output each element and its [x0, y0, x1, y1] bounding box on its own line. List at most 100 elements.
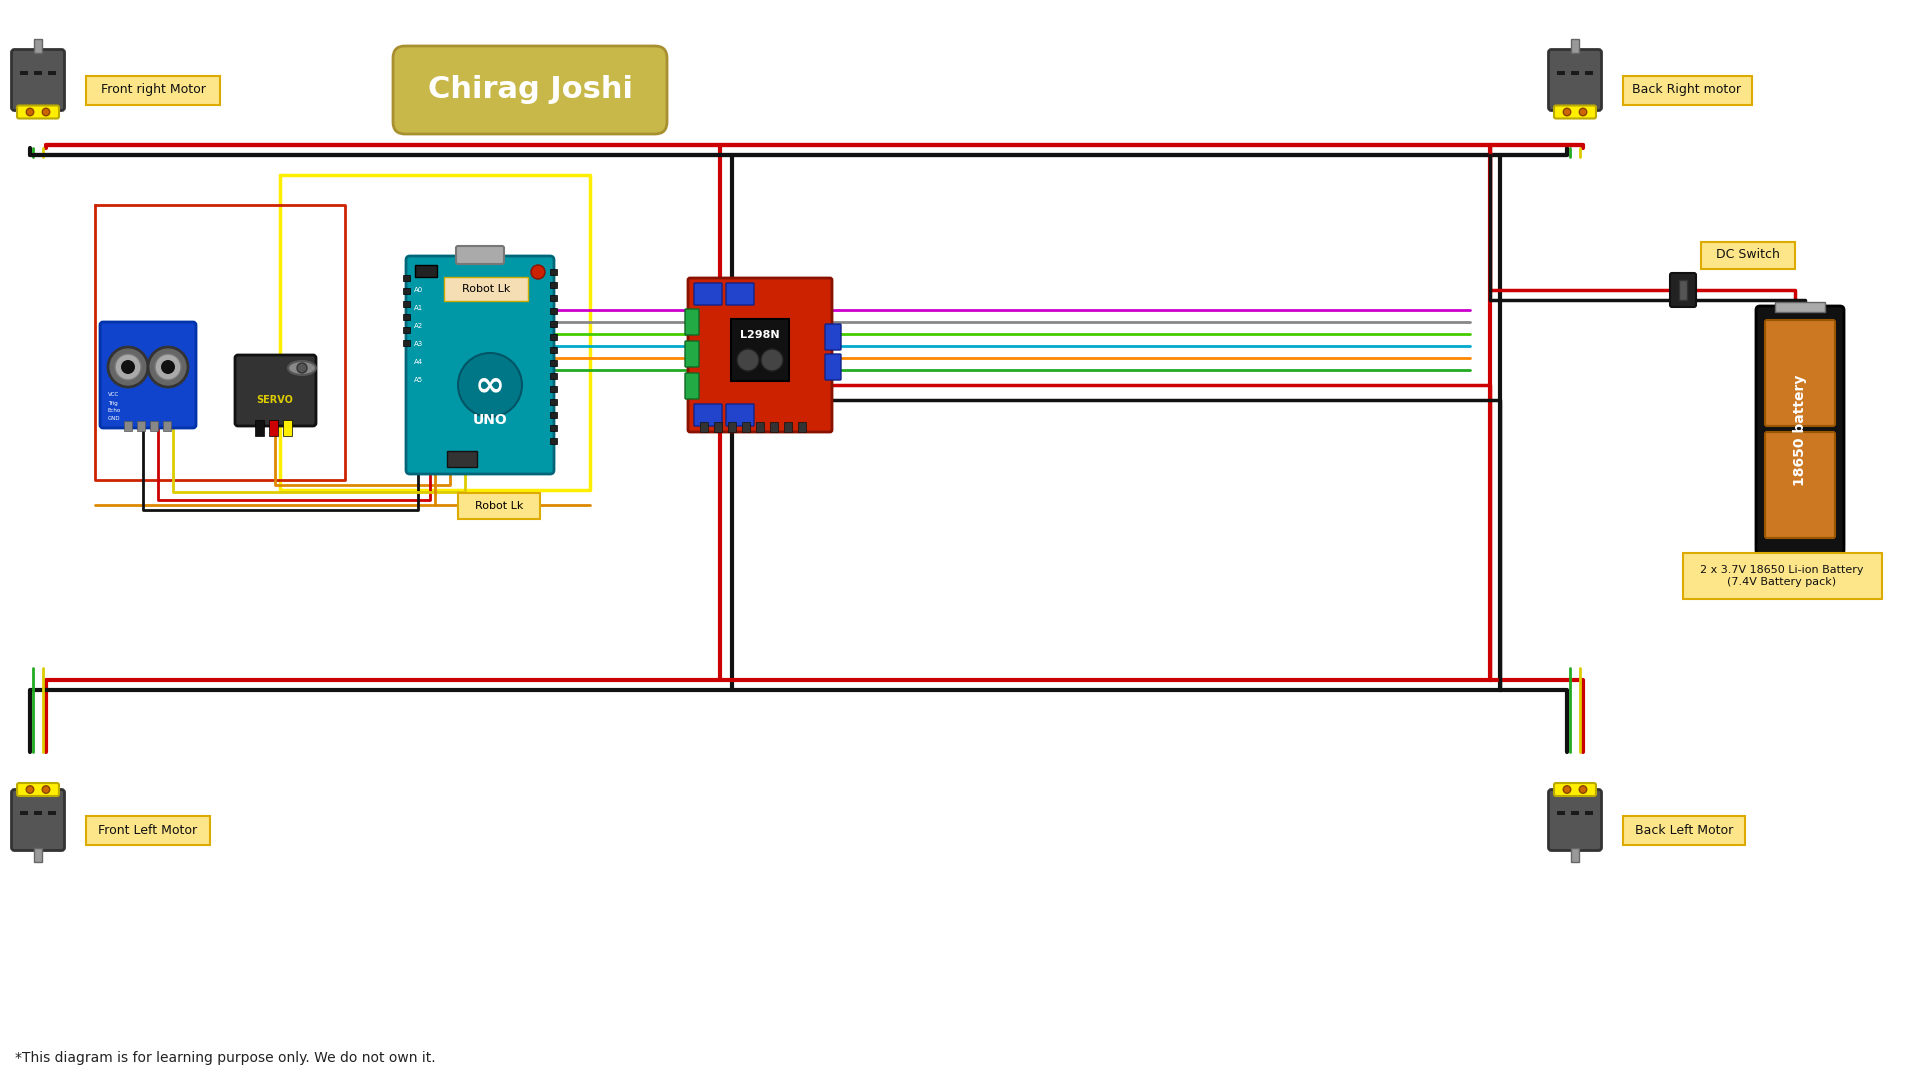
Bar: [1584, 71, 1592, 75]
Bar: [403, 288, 411, 294]
Circle shape: [42, 108, 50, 116]
Circle shape: [108, 347, 148, 387]
Bar: [549, 321, 557, 327]
Bar: [549, 426, 557, 431]
FancyBboxPatch shape: [1622, 76, 1751, 105]
Bar: [549, 360, 557, 366]
Bar: [163, 421, 171, 431]
Bar: [1571, 848, 1578, 862]
FancyBboxPatch shape: [100, 322, 196, 428]
FancyBboxPatch shape: [1764, 432, 1836, 538]
Text: Chirag Joshi: Chirag Joshi: [428, 76, 632, 105]
Circle shape: [148, 347, 188, 387]
FancyBboxPatch shape: [685, 373, 699, 399]
FancyBboxPatch shape: [726, 283, 755, 305]
FancyBboxPatch shape: [12, 789, 65, 851]
Text: A3: A3: [415, 341, 422, 347]
FancyBboxPatch shape: [86, 816, 209, 845]
Text: A4: A4: [415, 359, 422, 365]
FancyBboxPatch shape: [234, 355, 317, 426]
Bar: [33, 71, 42, 75]
Bar: [549, 295, 557, 301]
Bar: [1584, 811, 1592, 815]
FancyBboxPatch shape: [17, 106, 60, 119]
Bar: [1557, 811, 1565, 815]
Text: A2: A2: [415, 323, 422, 329]
FancyBboxPatch shape: [394, 46, 666, 134]
Circle shape: [760, 349, 783, 372]
FancyBboxPatch shape: [1622, 816, 1745, 845]
Text: ∞: ∞: [474, 368, 505, 402]
Bar: [403, 314, 411, 320]
Bar: [1774, 302, 1826, 312]
Bar: [799, 422, 806, 432]
FancyBboxPatch shape: [444, 276, 528, 301]
Bar: [125, 421, 132, 431]
Text: Back Left Motor: Back Left Motor: [1634, 823, 1734, 837]
Bar: [714, 422, 722, 432]
Text: A1: A1: [415, 305, 422, 311]
FancyBboxPatch shape: [1757, 306, 1843, 554]
Text: Robot Lk: Robot Lk: [463, 284, 511, 294]
FancyBboxPatch shape: [1701, 242, 1795, 269]
FancyBboxPatch shape: [12, 50, 65, 110]
Text: Back Right motor: Back Right motor: [1632, 83, 1741, 96]
Bar: [136, 421, 146, 431]
Bar: [549, 308, 557, 314]
Bar: [549, 282, 557, 288]
Bar: [19, 811, 27, 815]
Text: Front Left Motor: Front Left Motor: [98, 823, 198, 837]
FancyBboxPatch shape: [459, 492, 540, 519]
Circle shape: [115, 354, 140, 380]
Bar: [783, 422, 791, 432]
Text: DC Switch: DC Switch: [1716, 248, 1780, 261]
Bar: [549, 269, 557, 275]
Bar: [403, 301, 411, 307]
FancyBboxPatch shape: [693, 404, 722, 426]
Text: 18650 battery: 18650 battery: [1793, 375, 1807, 486]
FancyBboxPatch shape: [457, 246, 503, 264]
Bar: [1557, 71, 1565, 75]
Circle shape: [27, 108, 35, 116]
Ellipse shape: [288, 361, 317, 375]
Text: GND: GND: [108, 417, 121, 421]
FancyBboxPatch shape: [405, 256, 555, 474]
Bar: [19, 71, 27, 75]
Bar: [549, 438, 557, 444]
Bar: [1571, 811, 1578, 815]
Text: 2 x 3.7V 18650 Li-ion Battery
(7.4V Battery pack): 2 x 3.7V 18650 Li-ion Battery (7.4V Batt…: [1701, 565, 1864, 586]
Circle shape: [532, 265, 545, 279]
Bar: [549, 373, 557, 379]
Bar: [728, 422, 735, 432]
FancyBboxPatch shape: [685, 309, 699, 335]
Text: A5: A5: [415, 377, 422, 383]
Bar: [282, 420, 292, 436]
Bar: [1571, 39, 1578, 53]
FancyBboxPatch shape: [17, 783, 60, 796]
Bar: [403, 327, 411, 333]
Circle shape: [42, 786, 50, 793]
Bar: [403, 275, 411, 281]
Circle shape: [298, 363, 307, 373]
Circle shape: [156, 354, 180, 380]
Bar: [741, 422, 751, 432]
FancyBboxPatch shape: [826, 324, 841, 350]
Bar: [48, 71, 56, 75]
Bar: [756, 422, 764, 432]
Text: Robot Lk: Robot Lk: [474, 501, 522, 511]
Bar: [33, 811, 42, 815]
Text: UNO: UNO: [472, 413, 507, 427]
FancyBboxPatch shape: [447, 451, 476, 467]
Bar: [255, 420, 265, 436]
Circle shape: [27, 786, 35, 793]
Bar: [269, 420, 278, 436]
Circle shape: [121, 360, 134, 374]
Text: A0: A0: [415, 287, 422, 293]
Circle shape: [1580, 786, 1586, 793]
Bar: [1678, 280, 1688, 300]
Bar: [549, 411, 557, 418]
Circle shape: [1580, 108, 1586, 116]
Text: *This diagram is for learning purpose only. We do not own it.: *This diagram is for learning purpose on…: [15, 1051, 436, 1065]
Bar: [35, 39, 42, 53]
FancyBboxPatch shape: [1549, 50, 1601, 110]
